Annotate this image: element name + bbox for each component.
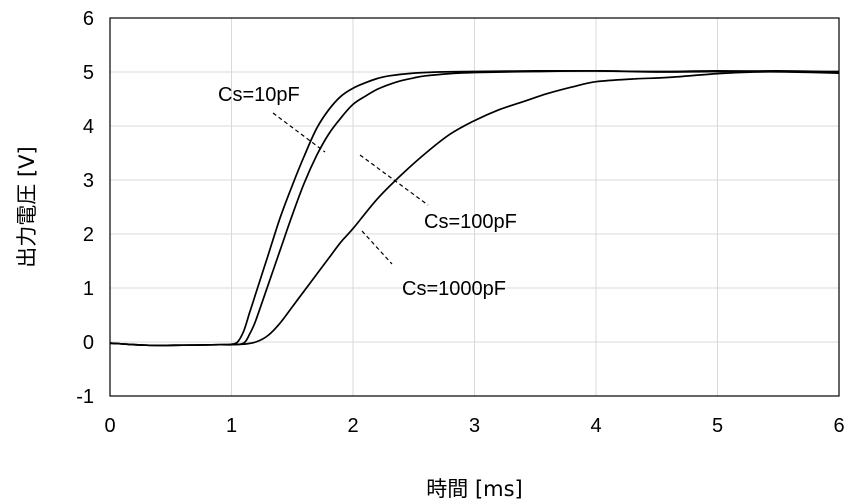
series-annotation-label: Cs=1000pF [402, 278, 506, 300]
annotation-leader-line [359, 154, 429, 206]
x-tick-label: 2 [347, 415, 358, 437]
x-tick-label: 1 [226, 415, 237, 437]
y-tick-label: 6 [83, 8, 94, 30]
annotation-leader-line [272, 112, 326, 153]
series-annotation-label: Cs=100pF [424, 211, 517, 233]
tick-labels: 0 1 2 3 4 5 6 -1 0 1 2 3 4 5 6 [76, 8, 844, 437]
y-tick-label: 1 [83, 278, 94, 300]
y-axis-title: 出力電圧 [V] [15, 146, 39, 267]
x-tick-label: 0 [104, 415, 115, 437]
x-tick-label: 5 [712, 415, 723, 437]
series-layer [109, 69, 840, 347]
y-tick-label: 2 [83, 224, 94, 246]
grid-layer [110, 18, 839, 396]
x-tick-label: 3 [469, 415, 480, 437]
x-tick-label: 4 [590, 415, 601, 437]
y-tick-label: -1 [76, 386, 94, 408]
y-tick-label: 4 [83, 116, 94, 138]
annotation-leader-line [361, 230, 393, 265]
series-line-cs-1000pf [109, 70, 840, 347]
series-annotation-label: Cs=10pF [218, 84, 300, 106]
plot-area-frame [109, 17, 840, 397]
y-tick-label: 5 [83, 62, 94, 84]
y-tick-label: 3 [83, 170, 94, 192]
x-axis-title: 時間 [ms] [426, 477, 522, 501]
series-annotations: Cs=10pF Cs=100pF Cs=1000pF [218, 84, 517, 300]
y-tick-label: 0 [83, 332, 94, 354]
annotation-leaders [272, 112, 429, 265]
x-tick-label: 6 [833, 415, 844, 437]
